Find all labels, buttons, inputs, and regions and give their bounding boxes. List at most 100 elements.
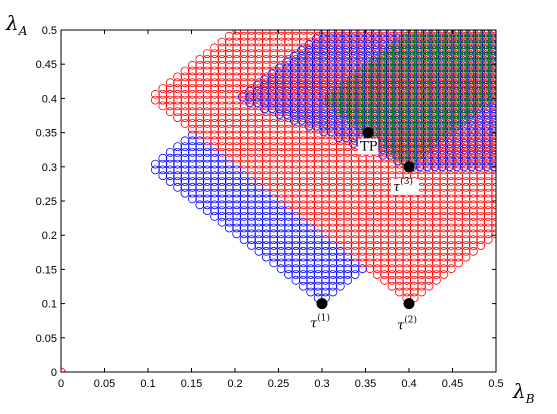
marker [358,171,367,181]
marker [261,159,271,169]
marker [421,133,430,143]
marker [421,115,430,125]
marker [239,142,249,152]
marker [269,206,279,216]
marker [297,98,307,108]
marker [439,153,449,163]
marker [413,92,423,102]
marker [247,171,256,181]
marker [319,127,329,137]
marker [439,241,449,250]
marker [247,241,256,250]
marker [474,110,484,119]
marker [372,229,382,239]
marker [439,188,449,198]
marker [350,246,360,256]
marker [439,229,449,239]
marker [224,72,234,82]
marker [356,34,366,44]
marker [267,104,277,114]
marker [421,110,430,119]
marker [328,252,338,262]
marker [350,165,360,175]
marker [483,153,493,163]
marker [158,84,168,93]
marker [421,81,430,90]
marker [428,98,438,108]
marker [202,200,212,210]
marker [417,200,427,210]
marker [195,177,205,186]
marker [406,98,416,108]
marker [476,194,486,204]
marker [313,287,323,297]
marker [334,115,343,125]
marker [387,159,397,169]
marker [195,188,205,198]
marker [369,121,379,131]
marker [260,86,270,96]
marker [409,287,419,297]
marker [461,235,471,245]
marker [480,34,490,44]
marker [276,177,286,186]
y-tick-label: 0.45 [36,59,57,71]
marker [393,30,403,38]
marker [276,153,286,163]
marker [369,104,379,114]
marker [254,113,264,122]
marker [311,57,321,67]
marker [187,89,197,99]
marker [398,156,408,166]
marker [356,63,366,73]
marker [269,177,279,186]
marker [394,270,404,279]
marker [446,188,456,198]
marker [391,57,401,67]
marker [443,92,453,102]
marker [394,252,404,262]
marker [413,69,423,79]
marker [417,229,427,239]
marker [398,69,408,79]
marker [452,139,462,148]
marker [217,188,227,198]
marker [202,171,212,181]
marker [424,223,434,233]
marker [384,98,394,108]
marker [443,86,453,96]
marker [402,270,412,279]
marker [232,165,242,175]
marker [291,136,301,146]
marker [328,281,338,291]
marker [413,40,423,50]
marker [465,69,475,79]
marker [472,30,482,38]
annotation-bg [358,138,379,155]
marker [417,281,427,291]
marker [372,217,382,227]
marker [319,92,329,102]
marker [413,139,423,148]
marker [424,182,434,192]
marker [358,177,367,186]
marker [391,46,401,55]
marker [371,30,380,38]
marker [476,200,486,210]
marker [363,57,373,67]
marker [304,86,314,96]
marker [380,211,390,221]
marker [180,188,190,198]
marker [291,223,301,233]
marker [326,110,336,119]
annotation-bg [308,315,336,332]
marker [376,75,386,84]
marker [435,75,445,84]
marker [284,153,293,163]
marker [254,188,264,198]
marker [387,165,397,175]
marker [282,98,292,108]
marker [361,75,371,84]
marker [239,130,249,140]
marker [454,177,464,186]
